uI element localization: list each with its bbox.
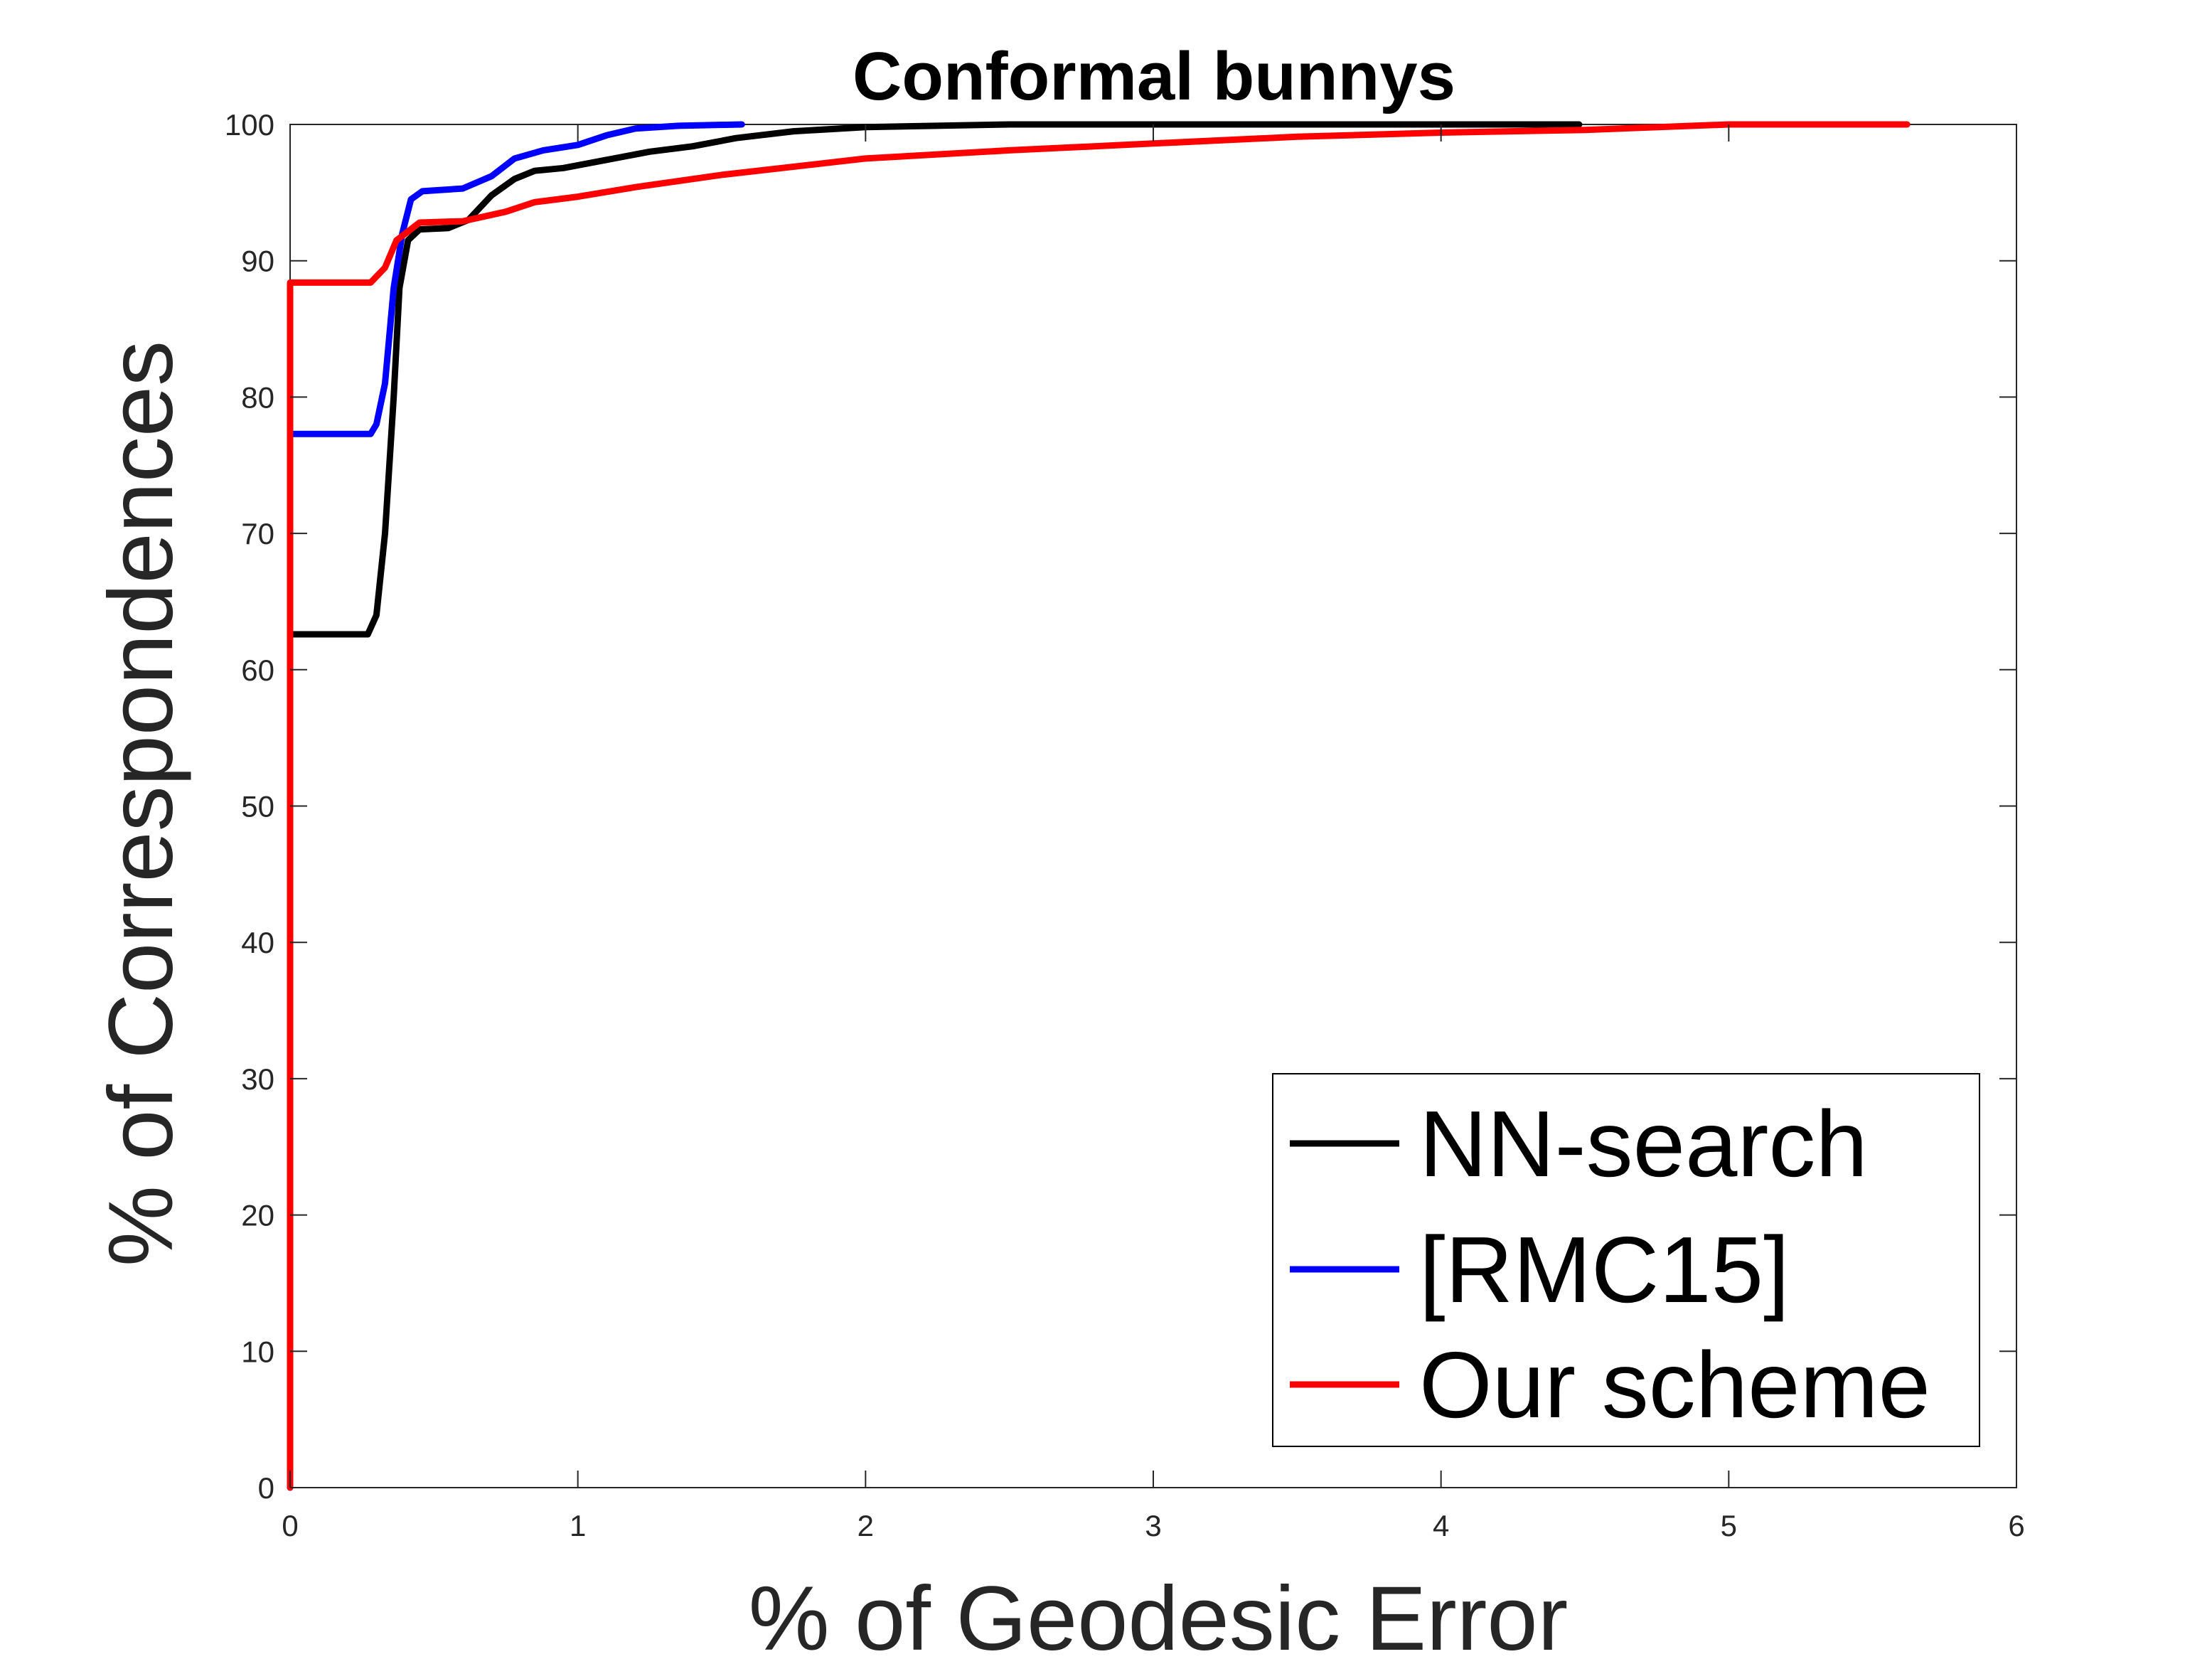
y-tick-label: 100 [225, 108, 274, 142]
legend: NN-search [RMC15] Our scheme [1272, 1073, 1980, 1447]
x-tick-label: 1 [570, 1509, 586, 1542]
chart-title: Conformal bunnys [853, 38, 1455, 114]
y-axis-title: % of Correspondences [90, 341, 192, 1266]
legend-label: [RMC15] [1419, 1217, 1790, 1322]
y-tick-label: 0 [258, 1471, 274, 1505]
series-line [287, 121, 1583, 1491]
y-tick-label: 50 [241, 790, 274, 823]
y-tick-label: 90 [241, 245, 274, 278]
y-tick-label: 40 [241, 926, 274, 959]
x-tick-label: 3 [1145, 1509, 1161, 1542]
y-tick-label: 70 [241, 517, 274, 550]
x-axis-title: % of Geodesic Error [749, 1568, 1568, 1659]
x-tick-label: 2 [857, 1509, 874, 1542]
y-tick-label: 80 [241, 380, 274, 414]
series-line [287, 121, 1911, 1491]
y-tick-label: 10 [241, 1335, 274, 1368]
x-tick-label: 6 [2008, 1509, 2024, 1542]
y-tick-label: 20 [241, 1199, 274, 1232]
series-line [287, 121, 745, 1491]
x-tick-label: 4 [1433, 1509, 1449, 1542]
x-tick-label: 0 [282, 1509, 298, 1542]
legend-box [1272, 1073, 1980, 1447]
y-tick-label: 60 [241, 654, 274, 687]
legend-label: NN-search [1419, 1092, 1868, 1196]
legend-label: Our scheme [1419, 1333, 1930, 1437]
y-tick-label: 30 [241, 1062, 274, 1096]
x-tick-label: 5 [1721, 1509, 1737, 1542]
